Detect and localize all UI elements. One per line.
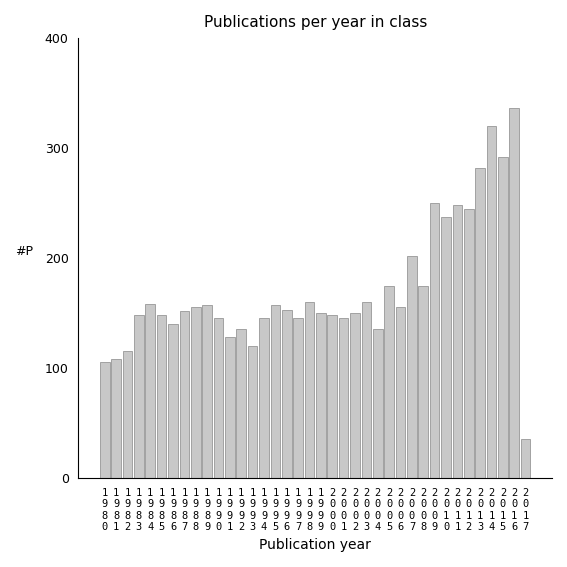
Bar [521,439,531,478]
Bar [146,304,155,478]
Bar [475,168,485,478]
Bar [282,310,291,478]
Bar [441,217,451,478]
Bar [328,315,337,478]
Bar [316,313,325,478]
Bar [270,305,280,478]
Bar [202,305,212,478]
Bar [339,319,349,478]
Bar [304,302,314,478]
Y-axis label: #P: #P [15,245,33,258]
Bar [350,313,360,478]
Title: Publications per year in class: Publications per year in class [204,15,427,30]
Bar [452,205,462,478]
Bar [486,126,496,478]
Bar [168,324,178,478]
Bar [384,286,394,478]
Bar [134,315,144,478]
Bar [430,203,439,478]
Bar [373,329,383,478]
Bar [225,337,235,478]
Bar [157,315,167,478]
Bar [214,319,223,478]
Bar [293,319,303,478]
Bar [362,302,371,478]
Bar [248,346,257,478]
Bar [100,362,109,478]
Bar [236,329,246,478]
Bar [122,352,132,478]
Bar [498,157,507,478]
X-axis label: Publication year: Publication year [259,538,371,552]
Bar [418,286,428,478]
Bar [191,307,201,478]
Bar [407,256,417,478]
Bar [396,307,405,478]
Bar [259,319,269,478]
Bar [464,209,473,478]
Bar [509,108,519,478]
Bar [180,311,189,478]
Bar [111,359,121,478]
